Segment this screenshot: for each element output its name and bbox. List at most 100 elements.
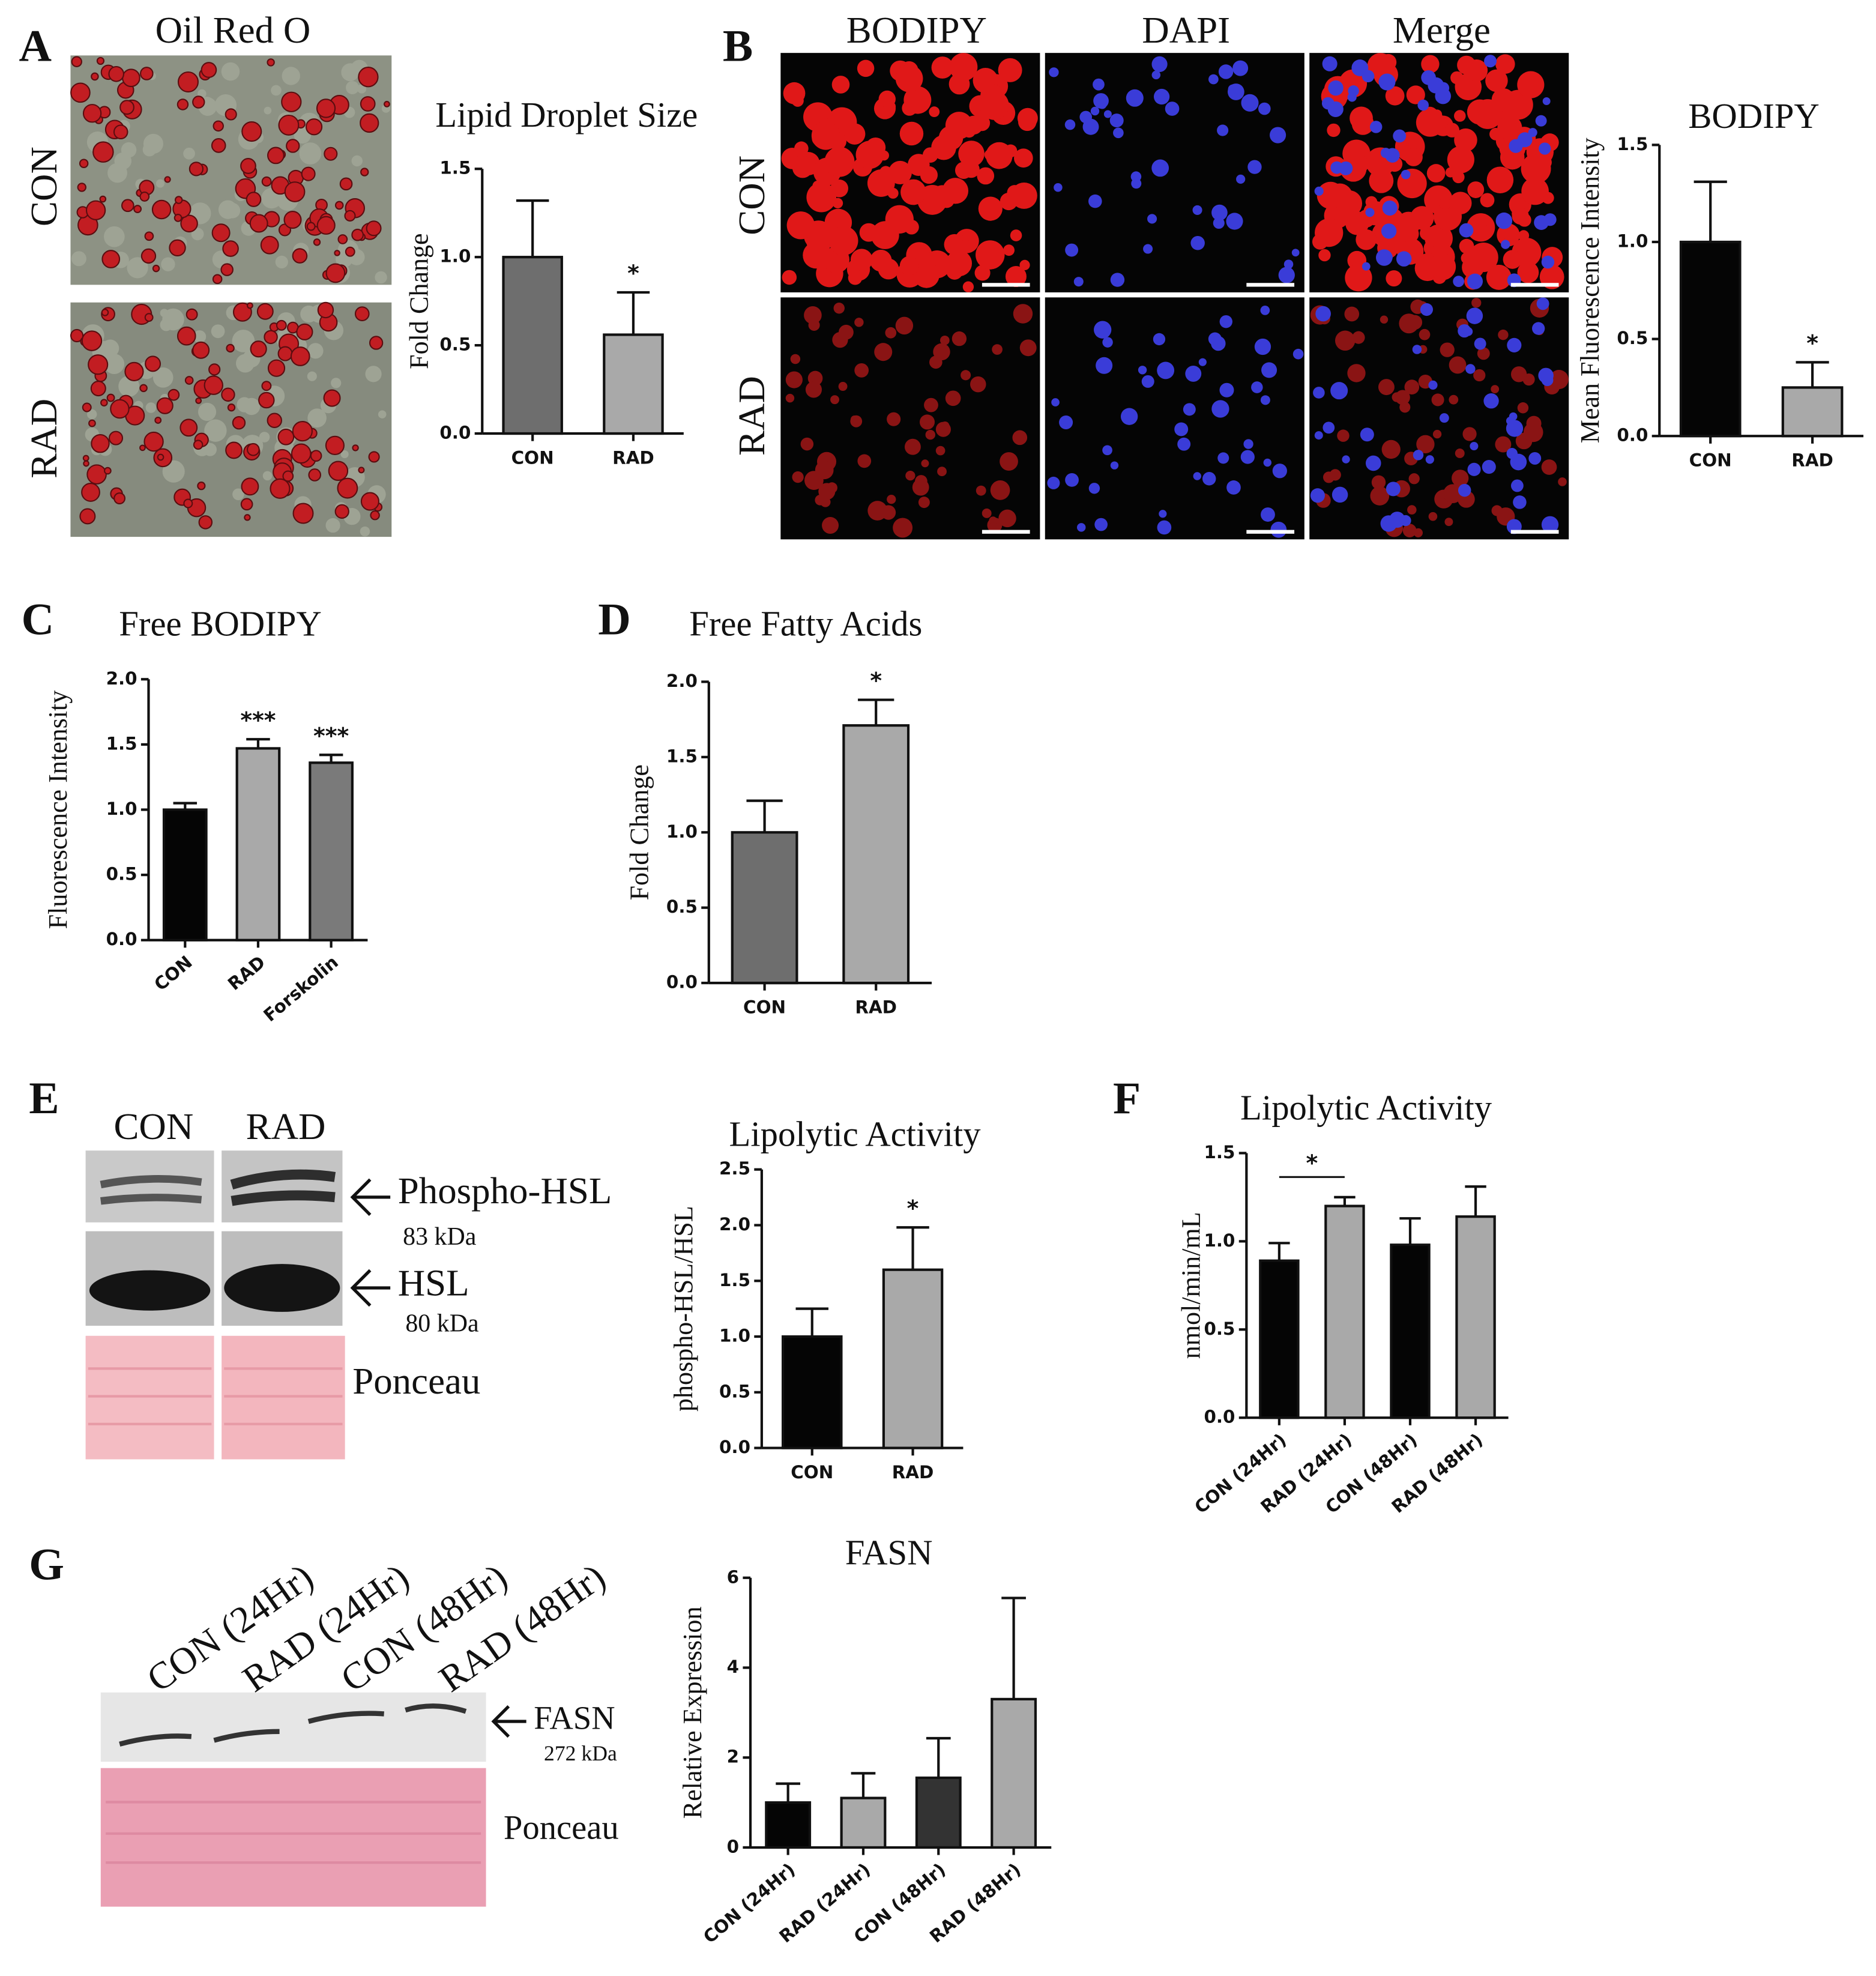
- cell: [301, 166, 316, 181]
- cell: [831, 76, 850, 94]
- cell: [850, 249, 873, 271]
- cell: [959, 240, 972, 252]
- cell: [144, 231, 154, 241]
- cell: [113, 124, 128, 140]
- cell: [360, 96, 376, 112]
- cell: [1428, 380, 1438, 390]
- cell: [244, 514, 251, 521]
- cell: [1097, 100, 1107, 109]
- cell: [1475, 225, 1492, 241]
- cell: [1371, 475, 1386, 490]
- cell: [1019, 339, 1037, 357]
- cell: [81, 330, 103, 351]
- cell: [1467, 462, 1481, 476]
- cell: [143, 431, 164, 452]
- cell: [1251, 381, 1263, 393]
- y-tick-label: 1.0: [666, 821, 698, 842]
- cell: [786, 211, 815, 240]
- cell: [262, 471, 273, 481]
- cell: [982, 508, 992, 518]
- cell: [264, 106, 272, 115]
- y-tick-label: 1.0: [1204, 1230, 1235, 1251]
- cell: [1110, 461, 1119, 470]
- cell: [1474, 337, 1486, 350]
- cell: [249, 214, 268, 233]
- y-tick-label: 0.5: [666, 896, 698, 917]
- cell: [1322, 56, 1338, 71]
- bar: [840, 1796, 887, 1849]
- cell: [313, 238, 321, 246]
- x-tick-label: RAD: [612, 447, 654, 468]
- cell: [247, 443, 260, 456]
- cell: [139, 444, 146, 452]
- cell: [808, 319, 820, 331]
- cell: [920, 166, 938, 184]
- cell: [899, 121, 924, 146]
- cell: [989, 516, 998, 525]
- y-tick-label: 2: [727, 1747, 739, 1767]
- y-axis-label: Mean Fluorescence Intensity: [1575, 137, 1605, 443]
- cell: [292, 420, 313, 442]
- cell: [1381, 440, 1401, 459]
- cell: [935, 446, 946, 456]
- cell: [85, 200, 106, 220]
- cell: [101, 309, 109, 316]
- cell: [962, 281, 974, 292]
- cell: [1439, 197, 1452, 210]
- cell: [124, 361, 144, 381]
- cell: [1283, 259, 1294, 269]
- cell: [1449, 394, 1459, 405]
- y-tick-label: 0: [727, 1836, 739, 1857]
- cell: [1400, 515, 1411, 527]
- row-label: CON: [731, 156, 773, 235]
- cell: [221, 387, 235, 402]
- y-tick-label: 6: [727, 1567, 739, 1587]
- cell: [1019, 259, 1030, 271]
- cell: [1339, 161, 1353, 175]
- cell: [1109, 113, 1124, 128]
- cell: [259, 432, 270, 443]
- cell: [1365, 196, 1378, 208]
- cell: [232, 302, 252, 322]
- cell: [154, 417, 162, 424]
- cell: [1486, 166, 1514, 193]
- cell: [292, 248, 308, 264]
- cell: [1313, 387, 1325, 399]
- cell: [241, 477, 259, 496]
- cell: [308, 468, 322, 482]
- cell: [1356, 229, 1377, 250]
- cell: [1314, 186, 1324, 196]
- cell: [133, 205, 142, 214]
- cell: [1228, 84, 1238, 94]
- cell: [838, 382, 848, 391]
- cell: [1404, 148, 1423, 166]
- cell: [271, 85, 282, 96]
- cell: [176, 326, 196, 346]
- cell: [337, 477, 358, 499]
- cell: [1332, 486, 1348, 503]
- cell: [240, 498, 253, 511]
- x-tick-label: CON: [511, 447, 554, 468]
- cell: [1120, 408, 1138, 425]
- cell: [1396, 251, 1412, 267]
- cell: [1151, 159, 1169, 177]
- bar: [1781, 386, 1844, 438]
- cell: [974, 265, 991, 281]
- cell: [857, 454, 872, 468]
- cell: [1378, 379, 1395, 396]
- cell: [1491, 385, 1500, 394]
- bar: [1679, 240, 1742, 438]
- cell: [212, 274, 223, 285]
- y-axis-label: Fold Change: [405, 233, 434, 369]
- cell: [1236, 174, 1246, 184]
- cell: [222, 240, 239, 257]
- cell: [899, 256, 919, 276]
- cell: [365, 366, 382, 382]
- cell: [1336, 190, 1363, 217]
- cell: [803, 241, 830, 269]
- cell: [1261, 362, 1277, 378]
- y-tick-label: 1.0: [439, 246, 471, 267]
- cell: [1211, 336, 1226, 351]
- arrow: [491, 1705, 526, 1738]
- cell: [358, 467, 365, 474]
